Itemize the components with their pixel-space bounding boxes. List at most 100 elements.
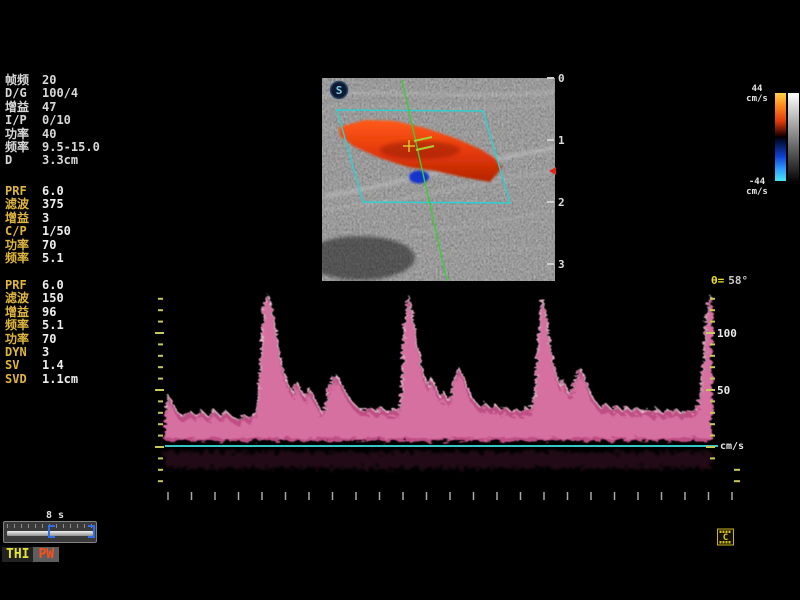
- parameter-row: 滤波 375: [5, 197, 71, 212]
- parameter-label: SVD: [5, 371, 27, 386]
- parameter-label: PRF: [5, 184, 27, 198]
- time-tick: [543, 492, 545, 500]
- velocity-tick: [158, 423, 163, 426]
- parameter-value: 20: [42, 73, 57, 87]
- velocity-tick: [710, 309, 715, 312]
- time-tick: [660, 492, 663, 500]
- time-tick: [190, 492, 193, 500]
- cine-thumb[interactable]: [7, 531, 93, 536]
- doppler-cursor-line[interactable]: [401, 79, 448, 281]
- time-tick: [731, 492, 733, 500]
- cine-bracket-left[interactable]: [48, 525, 55, 538]
- parameter-label: 滤波: [5, 291, 30, 306]
- time-tick: [449, 492, 451, 500]
- velocity-tick: [710, 366, 715, 369]
- velocity-tick: [158, 480, 163, 483]
- velocity-tick: [158, 320, 163, 323]
- velocity-unit-label: cm/s: [720, 441, 745, 452]
- time-tick: [496, 492, 498, 500]
- parameter-row: 增益 3: [5, 211, 71, 225]
- cine-scroll-bar[interactable]: [3, 521, 97, 543]
- velocity-tick: [710, 411, 715, 414]
- spectral-trace-inner: [165, 301, 712, 438]
- spectral-baseline[interactable]: [165, 445, 718, 447]
- velocity-tick: [158, 366, 163, 369]
- time-tick: [378, 492, 381, 500]
- time-tick: [590, 492, 592, 500]
- pw-mode-badge[interactable]: PW: [33, 547, 60, 562]
- parameter-row: D 3.3cm: [5, 153, 100, 167]
- vendor-logo-letter: S: [336, 84, 343, 97]
- parameter-value: 3: [42, 344, 50, 359]
- parameter-label: 功率: [5, 331, 30, 346]
- parameter-value: 96: [42, 304, 57, 319]
- velocity-axis-label: 50: [717, 384, 731, 397]
- velocity-tick: [710, 343, 715, 346]
- acoustic-shadow: [322, 236, 415, 280]
- cine-icon-letter: C: [723, 533, 728, 543]
- thi-mode-badge[interactable]: THI: [2, 547, 34, 562]
- parameter-value: 70: [42, 237, 57, 252]
- parameter-label: 频率: [5, 318, 30, 333]
- focus-marker-icon[interactable]: [549, 167, 556, 175]
- parameter-row: 功率 70: [5, 331, 78, 346]
- velocity-tick: [158, 468, 163, 471]
- sample-volume-cross[interactable]: [403, 140, 415, 152]
- parameter-row: 帧频 20: [5, 73, 100, 87]
- parameter-label: SV: [5, 358, 20, 373]
- velocity-tick: [706, 389, 715, 391]
- cine-loop-icon[interactable]: C: [717, 528, 734, 546]
- parameter-label: 功率: [5, 126, 30, 141]
- parameter-value: 5.1: [42, 318, 64, 333]
- time-tick: [519, 492, 522, 500]
- parameter-value: 9.5-15.0: [42, 139, 100, 154]
- depth-tick: [547, 139, 554, 141]
- parameter-label: PRF: [5, 278, 27, 292]
- theta-symbol: θ=: [711, 274, 725, 287]
- time-axis-ticks: [167, 492, 733, 500]
- time-tick: [613, 492, 616, 500]
- time-tick: [331, 492, 334, 500]
- velocity-tick: [158, 434, 163, 437]
- mode-badges: THI PW: [2, 547, 60, 562]
- depth-label: 3: [558, 258, 565, 271]
- depth-label: 0: [558, 72, 565, 85]
- sample-volume-gate[interactable]: [413, 136, 435, 151]
- parameter-row: 频率 9.5-15.0: [5, 139, 100, 154]
- sub-baseline-noise: [165, 452, 712, 468]
- color-box[interactable]: [336, 109, 511, 204]
- time-tick: [261, 492, 263, 500]
- parameter-value: 40: [42, 126, 57, 141]
- parameter-row: SV 1.4: [5, 358, 78, 373]
- depth-ruler: 0 1 2 3: [544, 70, 584, 285]
- parameter-label: 帧频: [5, 73, 30, 87]
- cine-bracket-right[interactable]: [88, 525, 95, 538]
- velocity-tick: [734, 480, 740, 483]
- parameter-label: D/G: [5, 86, 27, 101]
- parameter-value: 375: [42, 197, 64, 212]
- time-tick: [237, 492, 240, 500]
- parameter-value: 1/50: [42, 224, 71, 239]
- parameter-label: C/P: [5, 224, 27, 239]
- depth-tick: [547, 201, 554, 203]
- parameter-row: 滤波 150: [5, 291, 78, 306]
- velocity-tick: [710, 400, 715, 403]
- velocity-tick: [710, 377, 715, 380]
- velocity-tick: [706, 332, 715, 334]
- parameter-row: 功率 40: [5, 126, 100, 141]
- parameter-label: 频率: [5, 139, 30, 154]
- velocity-tick: [158, 457, 163, 460]
- parameter-value: 70: [42, 331, 57, 346]
- parameter-value: 6.0: [42, 278, 64, 292]
- parameter-value: 150: [42, 291, 64, 306]
- parameter-value: 0/10: [42, 113, 71, 128]
- time-tick: [684, 492, 686, 500]
- time-tick: [566, 492, 569, 500]
- parameter-label: 频率: [5, 250, 30, 265]
- velocity-tick: [158, 343, 163, 346]
- time-tick: [167, 492, 169, 500]
- velocity-tick: [710, 354, 715, 357]
- depth-tick: [547, 263, 554, 265]
- color-doppler-bar: [775, 93, 786, 181]
- velocity-axis-ticks: [155, 297, 740, 483]
